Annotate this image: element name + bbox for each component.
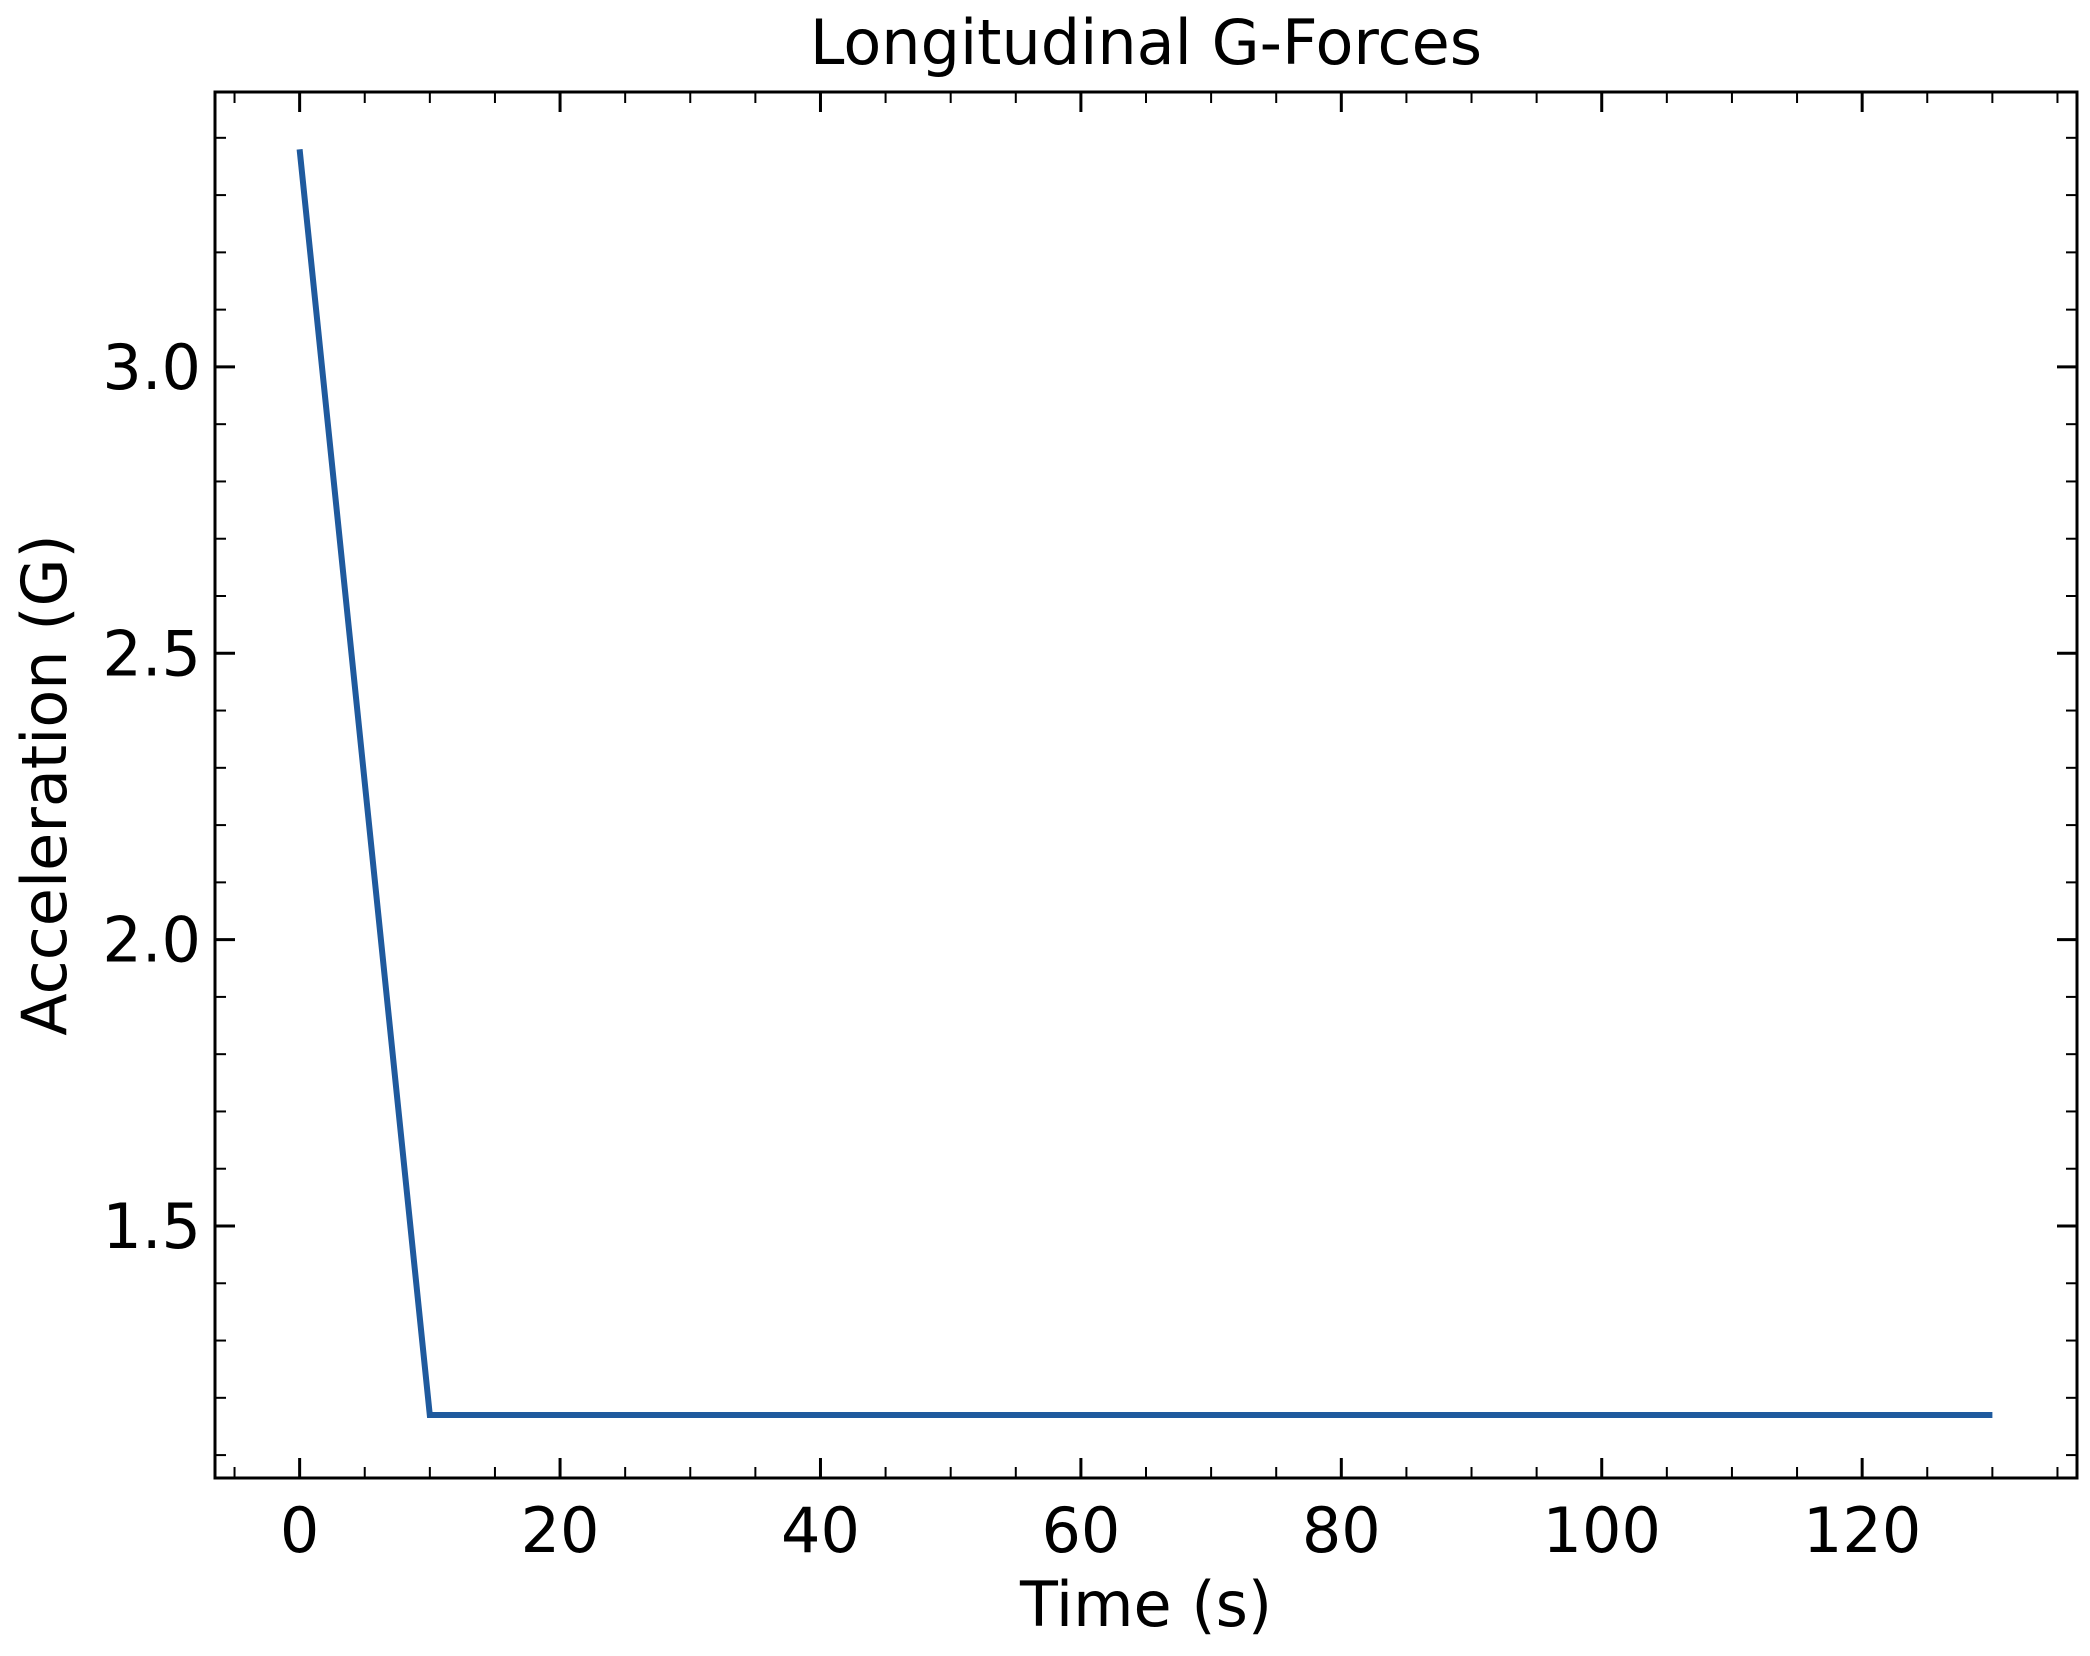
- tick-labels-layer: 0 20 40 60 80 100 120 1.5 2.0 2.5 3.0: [102, 331, 1921, 1567]
- y-tick-label: 2.5: [102, 617, 201, 690]
- x-tick-label: 40: [781, 1494, 860, 1567]
- x-tick-label: 0: [280, 1494, 319, 1567]
- y-axis-label: Acceleration (G): [8, 534, 81, 1035]
- y-tick-label: 3.0: [102, 331, 201, 404]
- x-tick-label: 100: [1543, 1494, 1661, 1567]
- chart-title: Longitudinal G-Forces: [810, 6, 1482, 79]
- x-axis-label: Time (s): [1019, 1568, 1272, 1641]
- x-tick-label: 80: [1302, 1494, 1381, 1567]
- y-tick-label: 2.0: [102, 904, 201, 977]
- x-tick-label: 20: [521, 1494, 600, 1567]
- series-line: [296, 148, 1993, 1418]
- plot-area-frame: [213, 90, 2079, 1480]
- ticks-layer: [215, 92, 2077, 1478]
- series-layer: [296, 148, 1993, 1418]
- y-tick-label: 1.5: [102, 1190, 201, 1263]
- x-tick-label: 60: [1041, 1494, 1120, 1567]
- x-tick-label: 120: [1803, 1494, 1921, 1567]
